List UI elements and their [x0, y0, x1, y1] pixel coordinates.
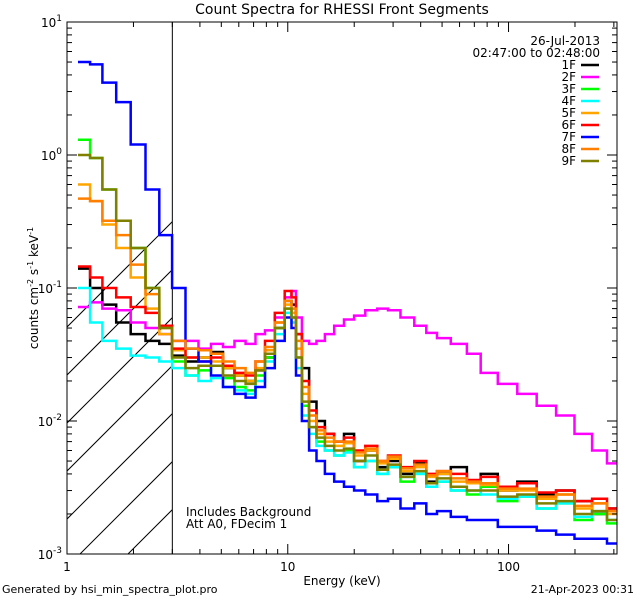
legend-label: 9F [561, 154, 576, 168]
legend-label: 8F [561, 142, 576, 156]
hatch-line [512, 14, 640, 554]
legend-label: 4F [561, 94, 576, 108]
attenuator-note: Att A0, FDecim 1 [186, 517, 287, 531]
x-axis-label: Energy (keV) [303, 574, 380, 588]
y-label-exp: -1 [26, 227, 35, 235]
hatch-line [79, 460, 173, 554]
legend-label: 2F [561, 70, 576, 84]
axis-ticks: 1 10 100 10-3 10-2 10-1 100 101 [38, 14, 617, 574]
y-tick-label: 101 [41, 14, 62, 30]
hatch-line [67, 220, 173, 328]
legend-label: 5F [561, 106, 576, 120]
excluded-energy-hatch [67, 14, 640, 554]
y-axis-label: counts cm-2 s-1 keV-1 [26, 227, 41, 349]
series-7F [78, 60, 617, 545]
y-tick-label: 10-3 [38, 546, 62, 562]
x-tick-label: 100 [497, 560, 520, 574]
legend-label: 1F [561, 58, 576, 72]
series-8F [78, 197, 617, 513]
observation-date: 26-Jul-2013 [530, 34, 600, 48]
hatch-line [67, 268, 173, 376]
y-label-exp: -2 [26, 279, 35, 287]
generated-by-note: Generated by hsi_min_spectra_plot.pro [2, 583, 218, 596]
y-tick-label: 100 [41, 147, 62, 163]
y-label-exp: -1 [26, 261, 35, 269]
x-tick-label: 1 [63, 560, 71, 574]
observation-time-range: 02:47:00 to 02:48:00 [473, 46, 600, 60]
legend-label: 7F [561, 130, 576, 144]
spectra-series-group [78, 60, 617, 545]
series-9F [78, 153, 617, 522]
legend-label: 6F [561, 118, 576, 132]
y-tick-label: 10-2 [38, 413, 62, 429]
legend-label: 3F [561, 82, 576, 96]
y-tick-label: 10-1 [38, 280, 62, 296]
x-tick-label: 10 [280, 560, 295, 574]
hatch-line [67, 412, 173, 520]
generation-timestamp: 21-Apr-2023 00:31 [530, 583, 634, 596]
chart-title: Count Spectra for RHESSI Front Segments [195, 2, 489, 18]
hatch-line [67, 364, 173, 472]
y-label-part: keV [27, 234, 41, 261]
background-note: Includes Background [186, 505, 311, 519]
y-label-part: counts cm [27, 287, 41, 349]
y-label-part: s [27, 269, 41, 279]
